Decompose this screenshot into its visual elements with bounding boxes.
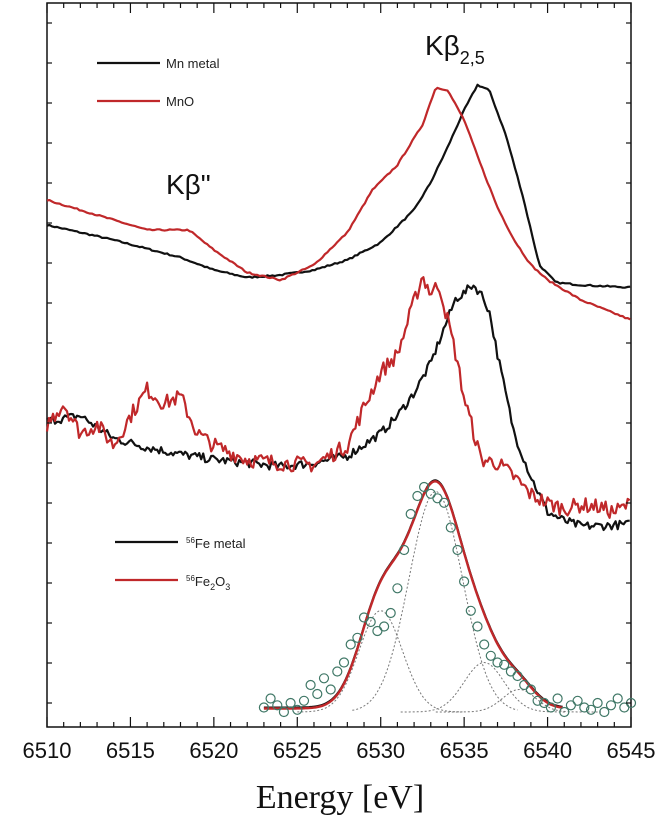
data-point — [305, 679, 316, 691]
data-point — [439, 497, 450, 508]
data-point — [559, 706, 570, 718]
x-tick-labels: 6510 6515 6520 6525 6530 6535 6540 6545 — [23, 738, 656, 763]
x-axis-label: Energy [eV] — [256, 779, 424, 816]
data-point — [412, 490, 423, 502]
x-tick-label: 6535 — [440, 738, 489, 763]
series-mn-mn-metal — [46, 83, 631, 289]
x-tick-label: 6510 — [23, 738, 72, 763]
data-point — [258, 702, 269, 713]
data-point — [552, 693, 563, 704]
data-point — [405, 508, 416, 520]
data-points — [258, 481, 637, 718]
data-point — [452, 544, 463, 556]
series-mn-mno — [46, 86, 631, 321]
x-tick-label: 6530 — [356, 738, 405, 763]
data-point — [385, 607, 396, 619]
legend-label-fe2o3: 56Fe2O3 — [186, 574, 230, 592]
data-point — [512, 670, 523, 682]
legend-label-mno: MnO — [166, 94, 194, 109]
x-tick-label: 6525 — [273, 738, 322, 763]
data-point — [338, 657, 350, 668]
data-point — [545, 702, 557, 713]
x-tick-label: 6515 — [106, 738, 155, 763]
data-point — [419, 481, 430, 493]
data-point — [345, 639, 356, 650]
data-point — [292, 704, 303, 715]
data-point — [605, 700, 617, 711]
data-point — [592, 697, 603, 709]
x-tick-label: 6520 — [189, 738, 238, 763]
fit-components — [297, 490, 601, 713]
data-point — [285, 697, 296, 709]
kbeta25-subscript: 2,5 — [460, 48, 485, 68]
data-point — [499, 659, 510, 670]
data-point — [278, 706, 289, 718]
legend-label-mn-metal: Mn metal — [166, 56, 220, 71]
data-point — [472, 621, 483, 632]
data-point — [579, 702, 590, 713]
fit-sum-red — [263, 480, 563, 710]
fit-component-1 — [297, 610, 463, 713]
data-point — [399, 544, 410, 556]
series-layer — [45, 83, 631, 710]
series-fe-fe-metal — [46, 284, 630, 532]
data-point — [318, 673, 330, 684]
data-point — [599, 706, 610, 718]
legend-bottom: 56Fe metal 56Fe2O3 — [115, 536, 246, 592]
x-tick-label: 6540 — [523, 738, 572, 763]
data-point — [525, 684, 537, 695]
data-point — [352, 632, 363, 643]
data-point — [392, 583, 403, 594]
series-fe-fe2o3 — [45, 276, 631, 519]
fit-component-4 — [435, 688, 601, 713]
data-point — [445, 522, 456, 533]
data-point — [585, 704, 597, 715]
fit-component-2 — [352, 490, 518, 711]
legend-top: Mn metal MnO — [97, 56, 220, 109]
legend-label-fe-metal: 56Fe metal — [186, 536, 246, 551]
data-point — [459, 576, 470, 587]
x-tick-label: 6545 — [607, 738, 656, 763]
data-point — [332, 666, 343, 677]
plot-frame — [46, 2, 632, 728]
data-point — [272, 700, 283, 711]
data-point — [298, 695, 310, 706]
data-point — [325, 684, 336, 695]
kbeta25-main: Kβ — [425, 30, 460, 61]
data-point — [465, 605, 476, 616]
data-point — [492, 657, 503, 668]
kbeta-double-prime-label: Kβ" — [166, 169, 211, 200]
kbeta25-label: Kβ2,5 — [425, 30, 485, 68]
axis-ticks — [46, 3, 632, 727]
data-point — [312, 688, 323, 700]
data-point — [265, 693, 276, 704]
data-point — [485, 650, 496, 661]
data-point — [532, 695, 543, 706]
data-point — [379, 621, 390, 632]
data-point — [572, 695, 583, 706]
data-point — [612, 693, 623, 704]
data-point — [365, 616, 376, 628]
data-point — [479, 639, 490, 650]
